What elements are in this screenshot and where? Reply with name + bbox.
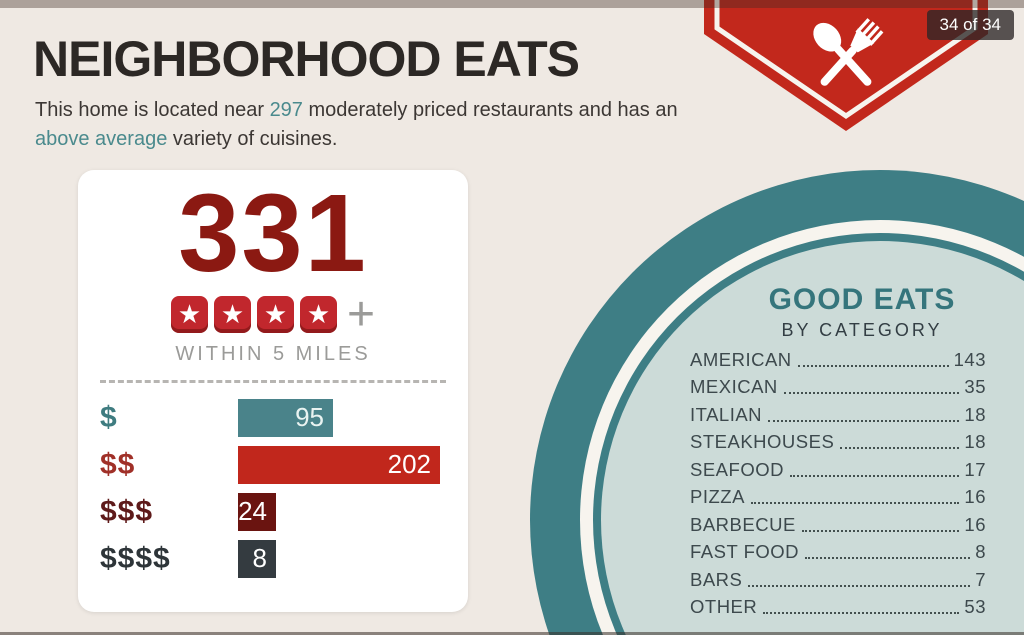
category-row: PIZZA 16 — [690, 486, 986, 509]
price-tier-bar: 95 — [238, 398, 333, 437]
plus-sign: + — [346, 287, 376, 341]
subtitle-highlight-count: 297 — [269, 99, 303, 121]
dotted-leader — [768, 419, 960, 422]
page-subtitle: This home is located near 297 moderately… — [35, 96, 705, 154]
category-count: 7 — [975, 568, 986, 590]
page-counter: 34 of 34 — [926, 10, 1014, 40]
category-row: FAST FOOD 8 — [690, 541, 986, 564]
price-tier-label: $$$ — [100, 494, 154, 528]
yelp-star-icon: ★ — [256, 295, 294, 333]
price-bar-row: $ 95 — [100, 398, 468, 437]
price-tier-bar: 202 — [238, 445, 440, 484]
category-row: AMERICAN 143 — [690, 348, 986, 371]
subtitle-highlight-rating: above average — [35, 128, 168, 150]
restaurant-summary-card: 331 ★ ★ ★ ★ + WITHIN 5 MILES $ 95 $$ 202 $$$… — [78, 170, 468, 612]
category-label: BARS — [690, 568, 743, 590]
dotted-leader — [840, 447, 960, 449]
crossed-spoon-fork-icon — [813, 18, 884, 86]
price-tier-label: $$ — [100, 447, 136, 481]
category-label: ITALIAN — [690, 403, 763, 425]
category-count: 35 — [964, 376, 986, 397]
subtitle-text: moderately priced restaurants and has an — [302, 99, 678, 121]
category-row: OTHER 53 — [690, 596, 986, 619]
category-row: MEXICAN 35 — [690, 376, 986, 399]
yelp-star-icon: ★ — [170, 295, 208, 333]
dotted-leader — [783, 392, 960, 394]
dashed-divider — [100, 379, 446, 383]
good-eats-subtitle: BY CATEGORY — [781, 320, 943, 340]
yelp-star-icon: ★ — [213, 295, 251, 333]
price-tier-bar: 8 — [238, 539, 276, 578]
category-row: STEAKHOUSES 18 — [690, 431, 986, 454]
category-count: 16 — [964, 513, 986, 535]
category-label: PIZZA — [690, 486, 745, 507]
category-label: MEXICAN — [690, 376, 778, 397]
category-count: 53 — [964, 596, 986, 617]
category-label: AMERICAN — [690, 348, 792, 370]
total-restaurant-count: 331 — [178, 172, 368, 295]
category-row: BARBECUE 16 — [690, 513, 986, 536]
dotted-leader — [805, 557, 971, 559]
restaurant-badge — [704, 0, 988, 131]
good-eats-title: GOOD EATS — [768, 283, 956, 316]
price-bar-row: $$$ 24 — [100, 492, 468, 531]
subtitle-text: variety of cuisines. — [167, 128, 338, 150]
page-title: NEIGHBORHOOD EATS — [33, 31, 580, 87]
dotted-leader — [763, 612, 960, 614]
category-label: SEAFOOD — [690, 458, 784, 480]
category-count: 143 — [953, 348, 986, 370]
category-count: 16 — [964, 486, 986, 507]
price-bar-row: $$ 202 — [100, 445, 468, 484]
badge-shape — [704, 0, 988, 131]
price-tier-label: $ — [100, 400, 118, 434]
category-row: SEAFOOD 17 — [690, 458, 986, 481]
category-count: 18 — [964, 431, 986, 452]
category-count: 8 — [975, 541, 986, 562]
price-bar-row: $$$$ 8 — [100, 539, 468, 578]
category-count: 17 — [964, 458, 986, 480]
price-tier-bar-chart: $ 95 $$ 202 $$$ 24 $$$$ 8 — [78, 398, 468, 578]
dotted-leader — [748, 584, 971, 587]
category-label: FAST FOOD — [690, 541, 800, 562]
dotted-leader — [797, 364, 949, 367]
dotted-leader — [750, 502, 960, 504]
yelp-star-icon: ★ — [299, 295, 337, 333]
price-tier-label: $$$$ — [100, 541, 171, 575]
category-label: STEAKHOUSES — [690, 431, 835, 452]
category-row: BARS 7 — [690, 568, 986, 591]
category-row: ITALIAN 18 — [690, 403, 986, 426]
star-rating: ★ ★ ★ ★ + — [78, 287, 468, 341]
category-list: AMERICAN 143 MEXICAN 35 ITALIAN 18 STEAK… — [690, 348, 986, 627]
dotted-leader — [801, 529, 960, 532]
category-count: 18 — [964, 403, 986, 425]
radius-label: WITHIN 5 MILES — [175, 342, 371, 365]
top-border-strip — [0, 0, 1024, 8]
category-label: BARBECUE — [690, 513, 796, 535]
good-eats-heading: GOOD EATS BY CATEGORY — [700, 283, 1024, 341]
dotted-leader — [789, 474, 960, 477]
bottom-border-strip — [0, 632, 1024, 635]
price-tier-bar: 24 — [238, 492, 276, 531]
category-label: OTHER — [690, 596, 758, 617]
subtitle-text: This home is located near — [35, 99, 270, 121]
